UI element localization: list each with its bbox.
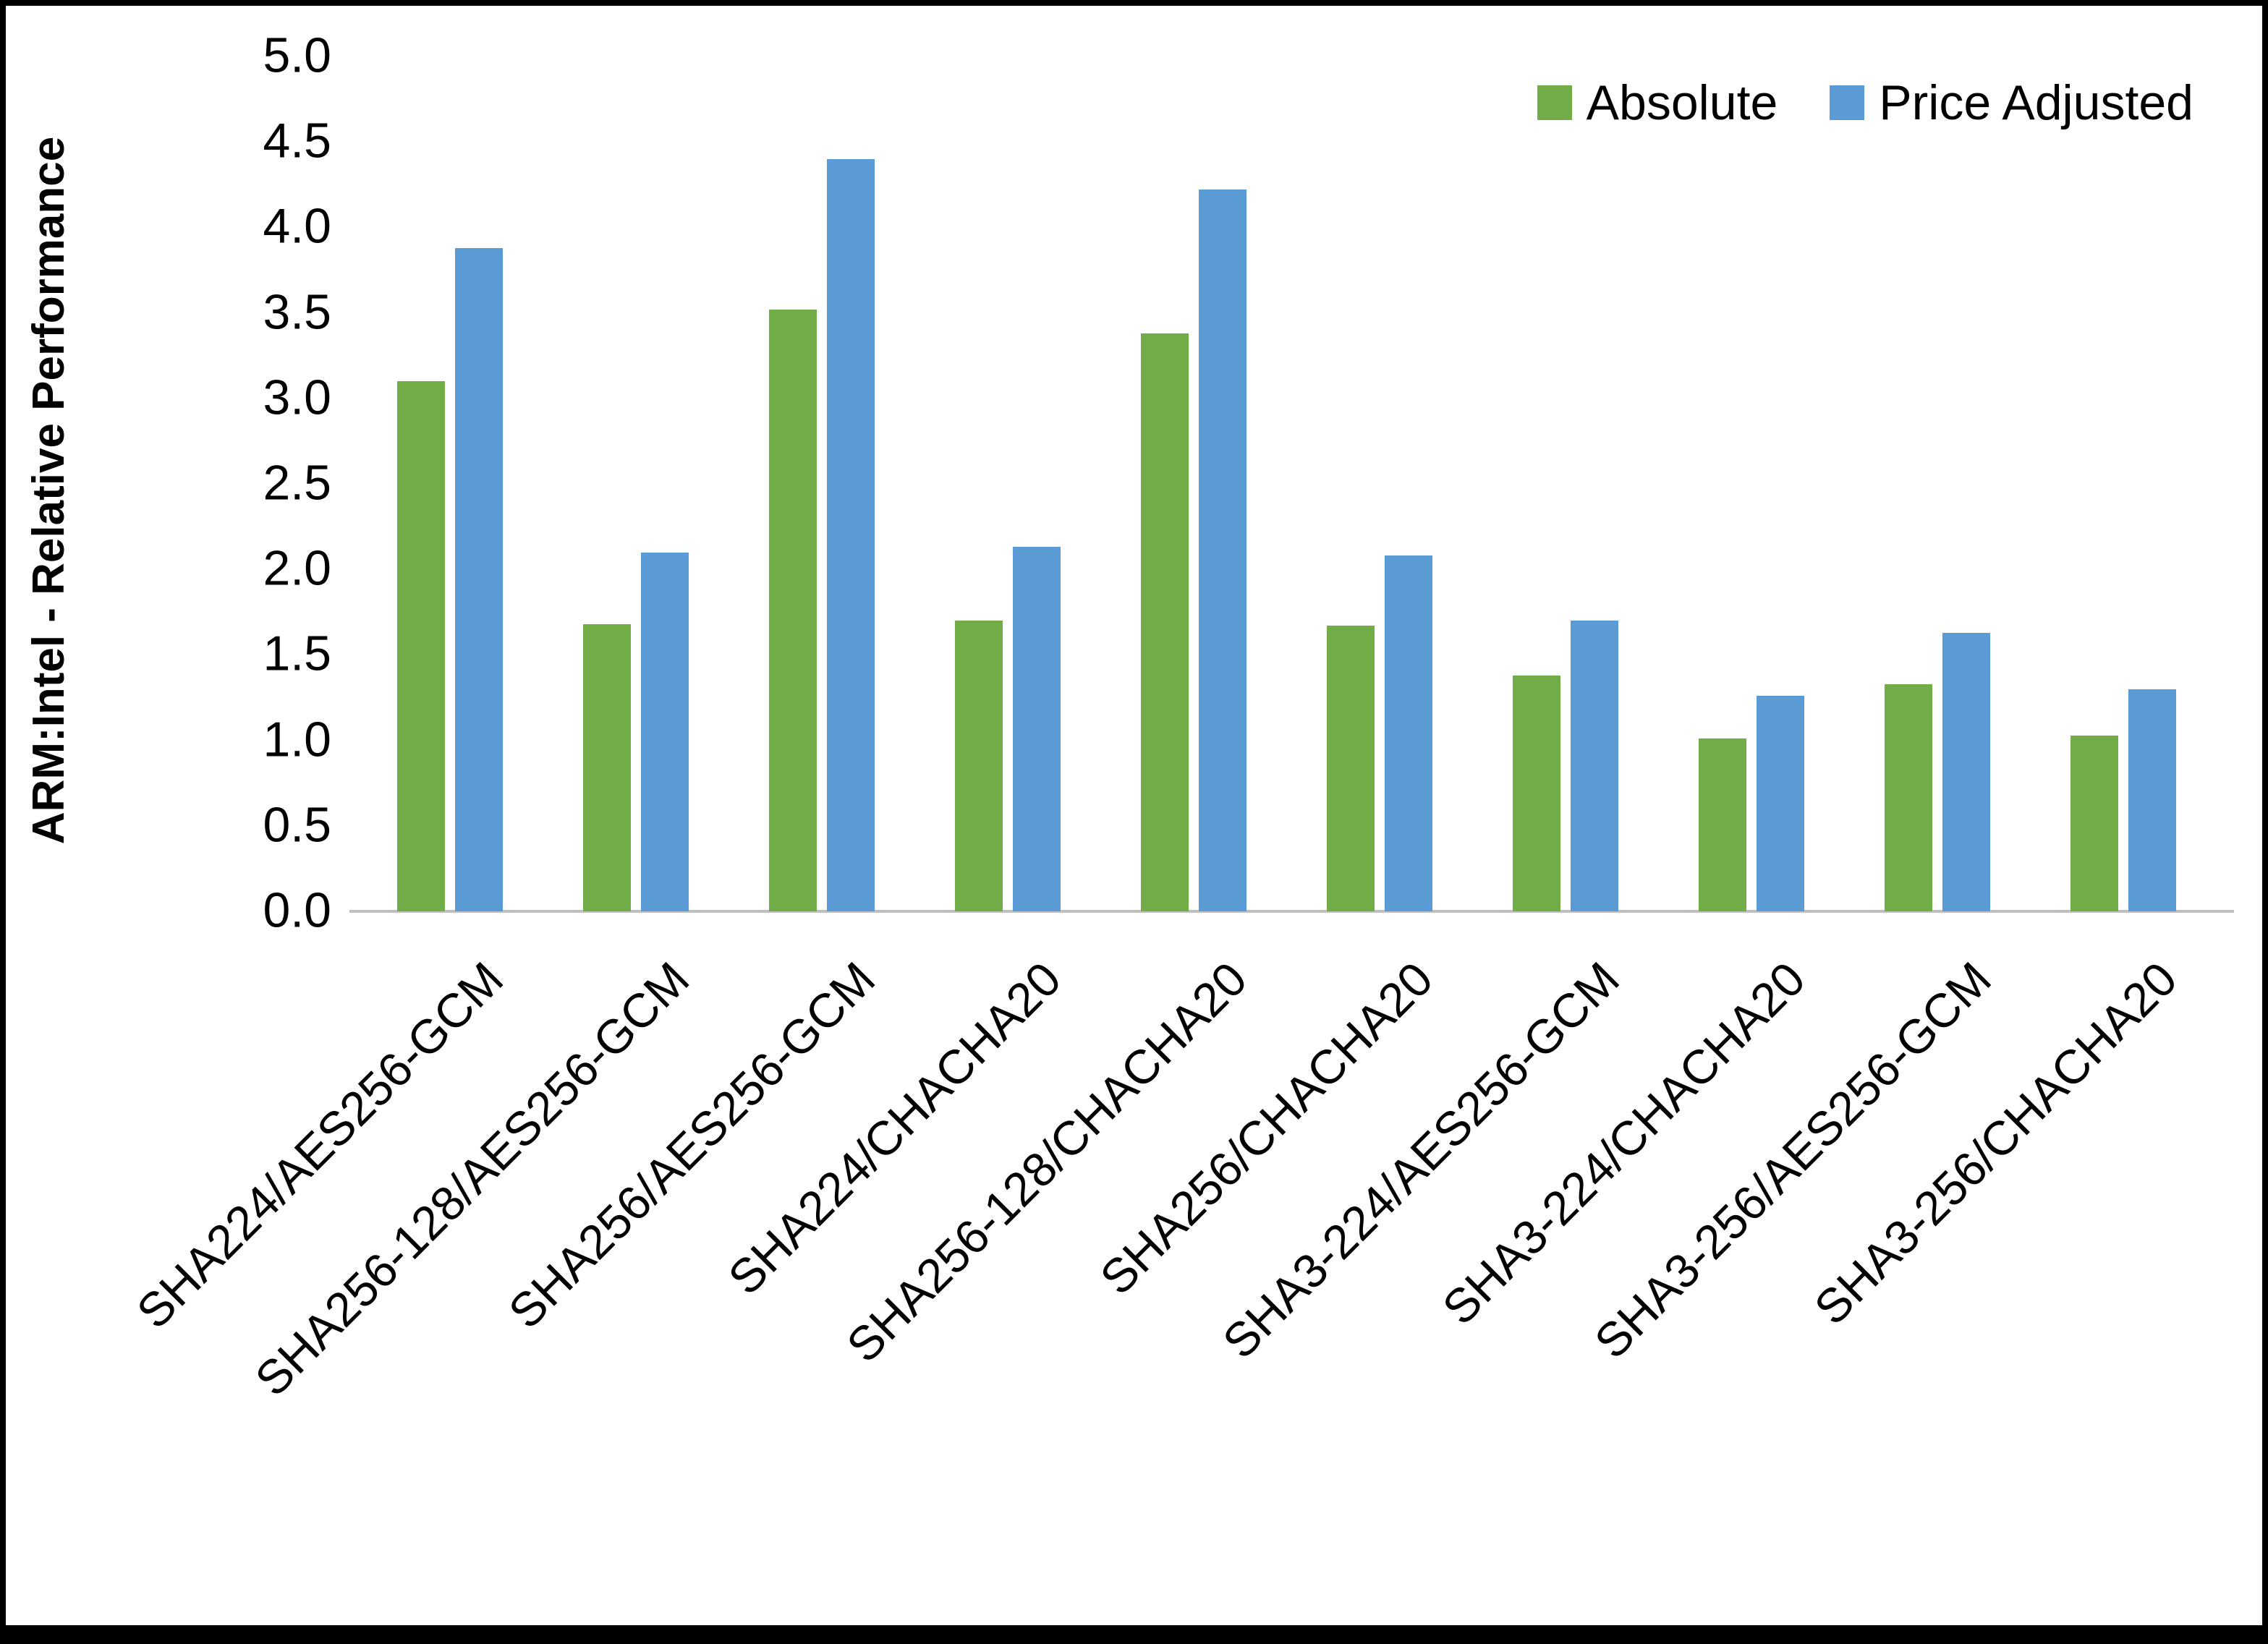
bar-absolute — [1884, 683, 1932, 911]
x-category-label: SHA3-224/CHACHA20 — [1431, 951, 1815, 1335]
bar-chart: ARM:Intel - Relative Performance Absolut… — [6, 6, 2262, 1625]
bar-absolute — [2070, 735, 2118, 911]
bar-absolute — [1698, 738, 1746, 911]
y-tick-label: 0.0 — [263, 882, 331, 938]
plot-area: 5.0 4.5 4.0 3.5 3.0 2.5 2.0 1.5 1.0 0.5 0.0 SHA224… — [127, 27, 2234, 1406]
y-tick-label: 1.0 — [263, 712, 331, 767]
x-category-label: SHA256/CHACHA20 — [1090, 951, 1443, 1305]
bar-price-adjusted — [1570, 621, 1618, 911]
legend-swatch-absolute — [1537, 85, 1572, 120]
legend-label-absolute: Absolute — [1586, 75, 1778, 130]
legend-label-price-adjusted: Price Adjusted — [1879, 75, 2193, 130]
bar-price-adjusted — [1384, 555, 1432, 911]
y-tick-label: 4.5 — [263, 113, 331, 169]
y-axis-title: ARM:Intel - Relative Performance — [24, 136, 74, 845]
bar-absolute — [1512, 675, 1560, 911]
bar-absolute — [954, 621, 1003, 911]
y-tick-label: 4.0 — [263, 198, 331, 254]
bar-absolute — [1326, 626, 1375, 911]
bar-absolute — [1140, 333, 1189, 911]
bar-price-adjusted — [454, 247, 503, 911]
legend-item-absolute: Absolute — [1537, 74, 1778, 131]
legend: Absolute Price Adjusted — [1537, 74, 2193, 131]
bar-price-adjusted — [1198, 189, 1246, 911]
bar-price-adjusted — [1942, 632, 1990, 911]
y-tick-label: 5.0 — [263, 27, 331, 83]
x-category-label: SHA256/AES256-GCM — [498, 951, 885, 1339]
y-tick-label: 3.0 — [263, 370, 331, 425]
bar-price-adjusted — [826, 158, 875, 911]
bar-absolute — [582, 623, 631, 911]
x-axis-line — [349, 910, 2234, 913]
bar-price-adjusted — [640, 552, 689, 911]
bar-absolute — [396, 381, 445, 911]
bar-price-adjusted — [1012, 547, 1061, 911]
bar-price-adjusted — [2128, 689, 2176, 911]
y-tick-label: 1.5 — [263, 626, 331, 681]
y-axis-tick-labels: 5.0 4.5 4.0 3.5 3.0 2.5 2.0 1.5 1.0 0.5 0.0 — [263, 27, 2216, 937]
y-tick-label: 2.5 — [263, 455, 331, 511]
legend-swatch-price-adjusted — [1830, 85, 1865, 120]
y-tick-label: 3.5 — [263, 284, 331, 340]
y-tick-label: 0.5 — [263, 797, 331, 853]
y-tick-label: 2.0 — [263, 540, 331, 596]
bars-layer — [357, 56, 2216, 911]
x-category-label: SHA224/CHACHA20 — [718, 951, 1071, 1305]
x-category-label: SHA224/AES256-GCM — [126, 951, 514, 1339]
x-category-label: SHA3-256/CHACHA20 — [1803, 951, 2187, 1335]
bar-absolute — [768, 309, 817, 911]
bar-price-adjusted — [1756, 696, 1804, 911]
legend-item-price-adjusted: Price Adjusted — [1830, 74, 2193, 131]
